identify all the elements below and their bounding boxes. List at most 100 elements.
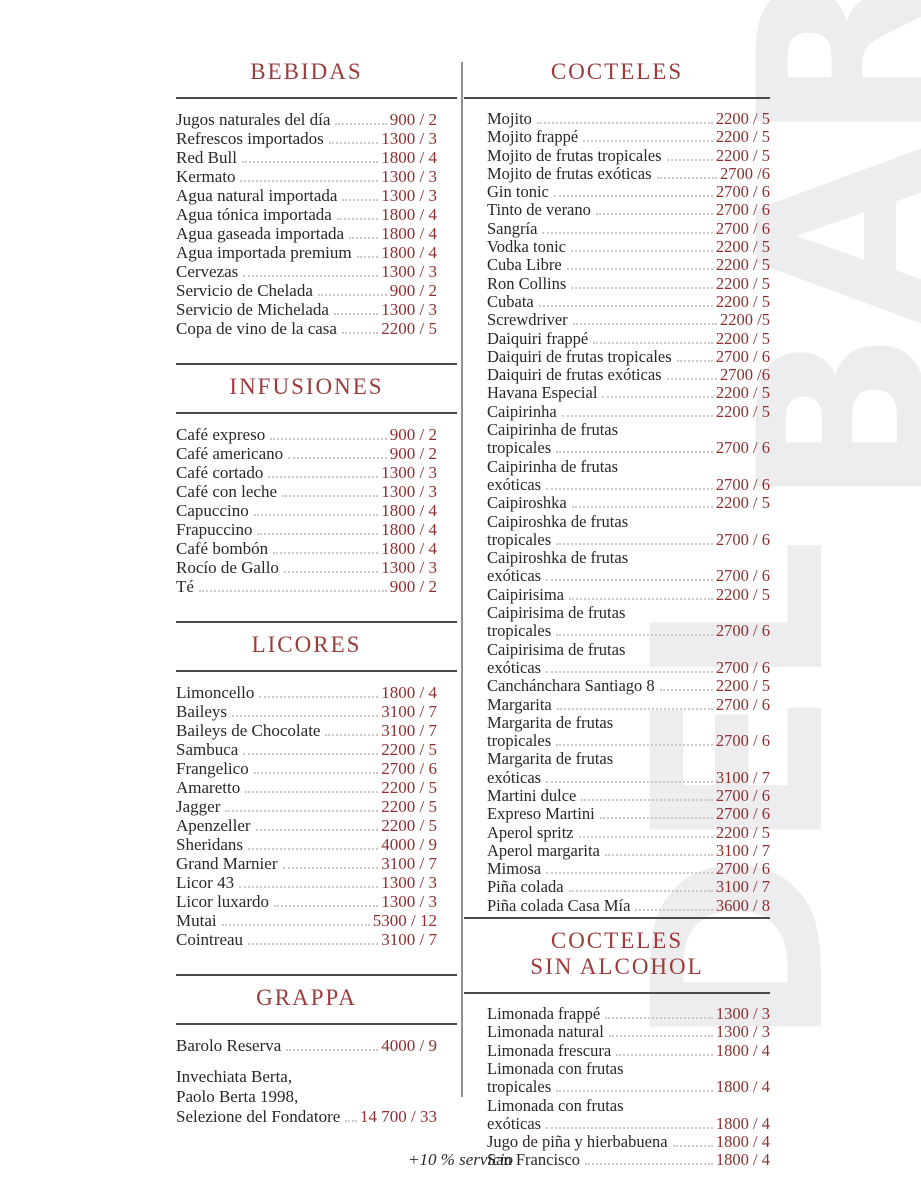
menu-item-row: Caipirisima de frutas [464, 640, 770, 659]
dotted-leader [257, 533, 379, 535]
dotted-leader [243, 753, 379, 755]
dotted-leader [676, 359, 713, 362]
item-name: Ron Collins [487, 273, 567, 293]
menu-item: Limoncello 1800 / 4 [176, 683, 457, 702]
menu-item-row: Amaretto 2200 / 5 [176, 778, 457, 797]
item-price: 2200 / 5 [715, 822, 770, 842]
column-divider [461, 62, 463, 1097]
item-name: Daiquiri de frutas tropicales [487, 346, 672, 366]
item-name: Limonada frappé [487, 1004, 601, 1024]
item-name: Piña colada [487, 877, 564, 897]
menu-item: Invechiata Berta, Paolo Berta 1998, Selezi… [176, 1067, 457, 1127]
item-price: 2200 / 5 [381, 816, 437, 835]
menu-item-row: Daiquiri frappé 2200 / 5 [464, 328, 770, 348]
item-price: 1800 / 4 [381, 520, 437, 539]
item-name: Expreso Martini [487, 804, 595, 824]
menu-item-row: Caipirisima de frutas [464, 603, 770, 623]
menu-item-row: Agua tónica importada 1800 / 4 [176, 205, 457, 224]
menu-item-row: Café americano 900 / 2 [176, 444, 457, 463]
dotted-leader [561, 414, 713, 417]
menu-item-row: exóticas 2700 / 6 [464, 567, 770, 586]
menu-item: Servicio de Michelada 1300 / 3 [176, 300, 457, 319]
item-price: 4000 / 9 [381, 835, 437, 854]
dotted-leader [283, 571, 379, 573]
item-name: Agua importada premium [176, 243, 352, 262]
dotted-leader [288, 457, 387, 459]
item-price: 2200 / 5 [715, 328, 770, 348]
dotted-leader [546, 1126, 713, 1129]
dotted-leader [335, 123, 387, 125]
menu-item: Piña colada 3100 / 7 [464, 877, 770, 897]
menu-item-row: Caipiroshka de frutas [464, 548, 770, 567]
menu-item-row: tropicales 1800 / 4 [464, 1077, 770, 1096]
watermark-text-bar: BAR [710, 0, 921, 508]
menu-item: Caipirinha 2200 / 5 [464, 402, 770, 421]
menu-item-row: Caipiroshka de frutas [464, 511, 770, 531]
item-price: 2200 / 5 [715, 145, 770, 165]
menu-item-row: Frangelico 2700 / 6 [176, 759, 457, 778]
dotted-leader [241, 161, 379, 163]
dotted-leader [571, 286, 713, 289]
dotted-leader [273, 552, 379, 554]
item-name: exóticas [487, 474, 542, 494]
menu-item-row: Canchánchara Santiago 8 2200 / 5 [464, 676, 770, 695]
item-price: 2200 / 5 [381, 778, 437, 797]
item-price: 4000 / 9 [381, 1036, 437, 1055]
dotted-leader [282, 867, 379, 869]
menu-item: Cubata 2200 / 5 [464, 291, 770, 311]
menu-item: Té 900 / 2 [176, 577, 457, 596]
menu-item-row: Expreso Martini 2700 / 6 [464, 804, 770, 824]
item-name: Café cortado [176, 463, 264, 482]
dotted-leader [672, 1145, 713, 1148]
item-price: 900 / 2 [389, 444, 437, 463]
dotted-leader [221, 924, 370, 926]
menu-item-row: Margarita 2700 / 6 [464, 695, 770, 714]
dotted-leader [274, 905, 379, 907]
item-name: Limonada frescura [487, 1040, 612, 1060]
menu-item-row: Licor luxardo 1300 / 3 [176, 892, 457, 911]
item-name: Caipiroshka de frutas [487, 511, 629, 531]
menu-item-row: Servicio de Chelada 900 / 2 [176, 281, 457, 300]
menu-item: Frangelico 2700 / 6 [176, 759, 457, 778]
menu-item: Sangría 2700 / 6 [464, 219, 770, 238]
section-title: GRAPPA [256, 985, 357, 1010]
item-name: Frangelico [176, 759, 249, 778]
item-name: Caipirisima de frutas [487, 603, 626, 623]
item-name: Aperol spritz [487, 822, 574, 842]
item-name: Servicio de Michelada [176, 300, 329, 319]
item-name: Margarita de frutas [487, 712, 614, 732]
menu-item-row: Mojito de frutas tropicales 2200 / 5 [464, 145, 770, 165]
menu-item-row: Selezione del Fondatore 14 700 / 33 [176, 1107, 457, 1127]
menu-item-row: Screwdriver 2200 /5 [464, 310, 770, 329]
section-cocteles: COCTELES Mojito 2200 / 5 Mojito frappé 2200 … [464, 50, 770, 915]
menu-item: San Francisco 1800 / 4 [464, 1151, 770, 1170]
dotted-leader [604, 853, 713, 856]
menu-item-row: Café bombón 1800 / 4 [176, 539, 457, 558]
dotted-leader [602, 396, 713, 399]
menu-item: Canchánchara Santiago 8 2200 / 5 [464, 676, 770, 695]
item-name: Cubata [487, 291, 534, 311]
dotted-leader [666, 378, 718, 381]
dotted-leader [546, 670, 713, 673]
item-price: 2200 / 5 [715, 584, 770, 604]
item-name: Agua natural importada [176, 186, 338, 205]
section-title: SIN ALCOHOL [530, 954, 704, 980]
item-price: 1300 / 3 [381, 892, 437, 911]
menu-item: Mutai 5300 / 12 [176, 911, 457, 930]
dotted-leader [546, 487, 713, 490]
menu-item: Licor luxardo 1300 / 3 [176, 892, 457, 911]
item-name: Piña colada Casa Mía [487, 895, 631, 915]
dotted-leader [268, 476, 379, 478]
dotted-leader [568, 890, 713, 893]
item-price: 1300 / 3 [381, 463, 437, 482]
item-price: 2200 / 5 [715, 255, 770, 275]
menu-item-row: Baileys 3100 / 7 [176, 702, 457, 721]
section-title: COCTELES [550, 928, 684, 954]
menu-item: Servicio de Chelada 900 / 2 [176, 281, 457, 300]
menu-item: Copa de vino de la casa 2200 / 5 [176, 319, 457, 338]
menu-item-row: Cointreau 3100 / 7 [176, 930, 457, 949]
dotted-leader [317, 294, 387, 296]
menu-item-row: Refrescos importados 1300 / 3 [176, 129, 457, 148]
menu-item-row: Red Bull 1800 / 4 [176, 148, 457, 167]
item-name: Jugo de piña y hierbabuena [487, 1132, 668, 1152]
